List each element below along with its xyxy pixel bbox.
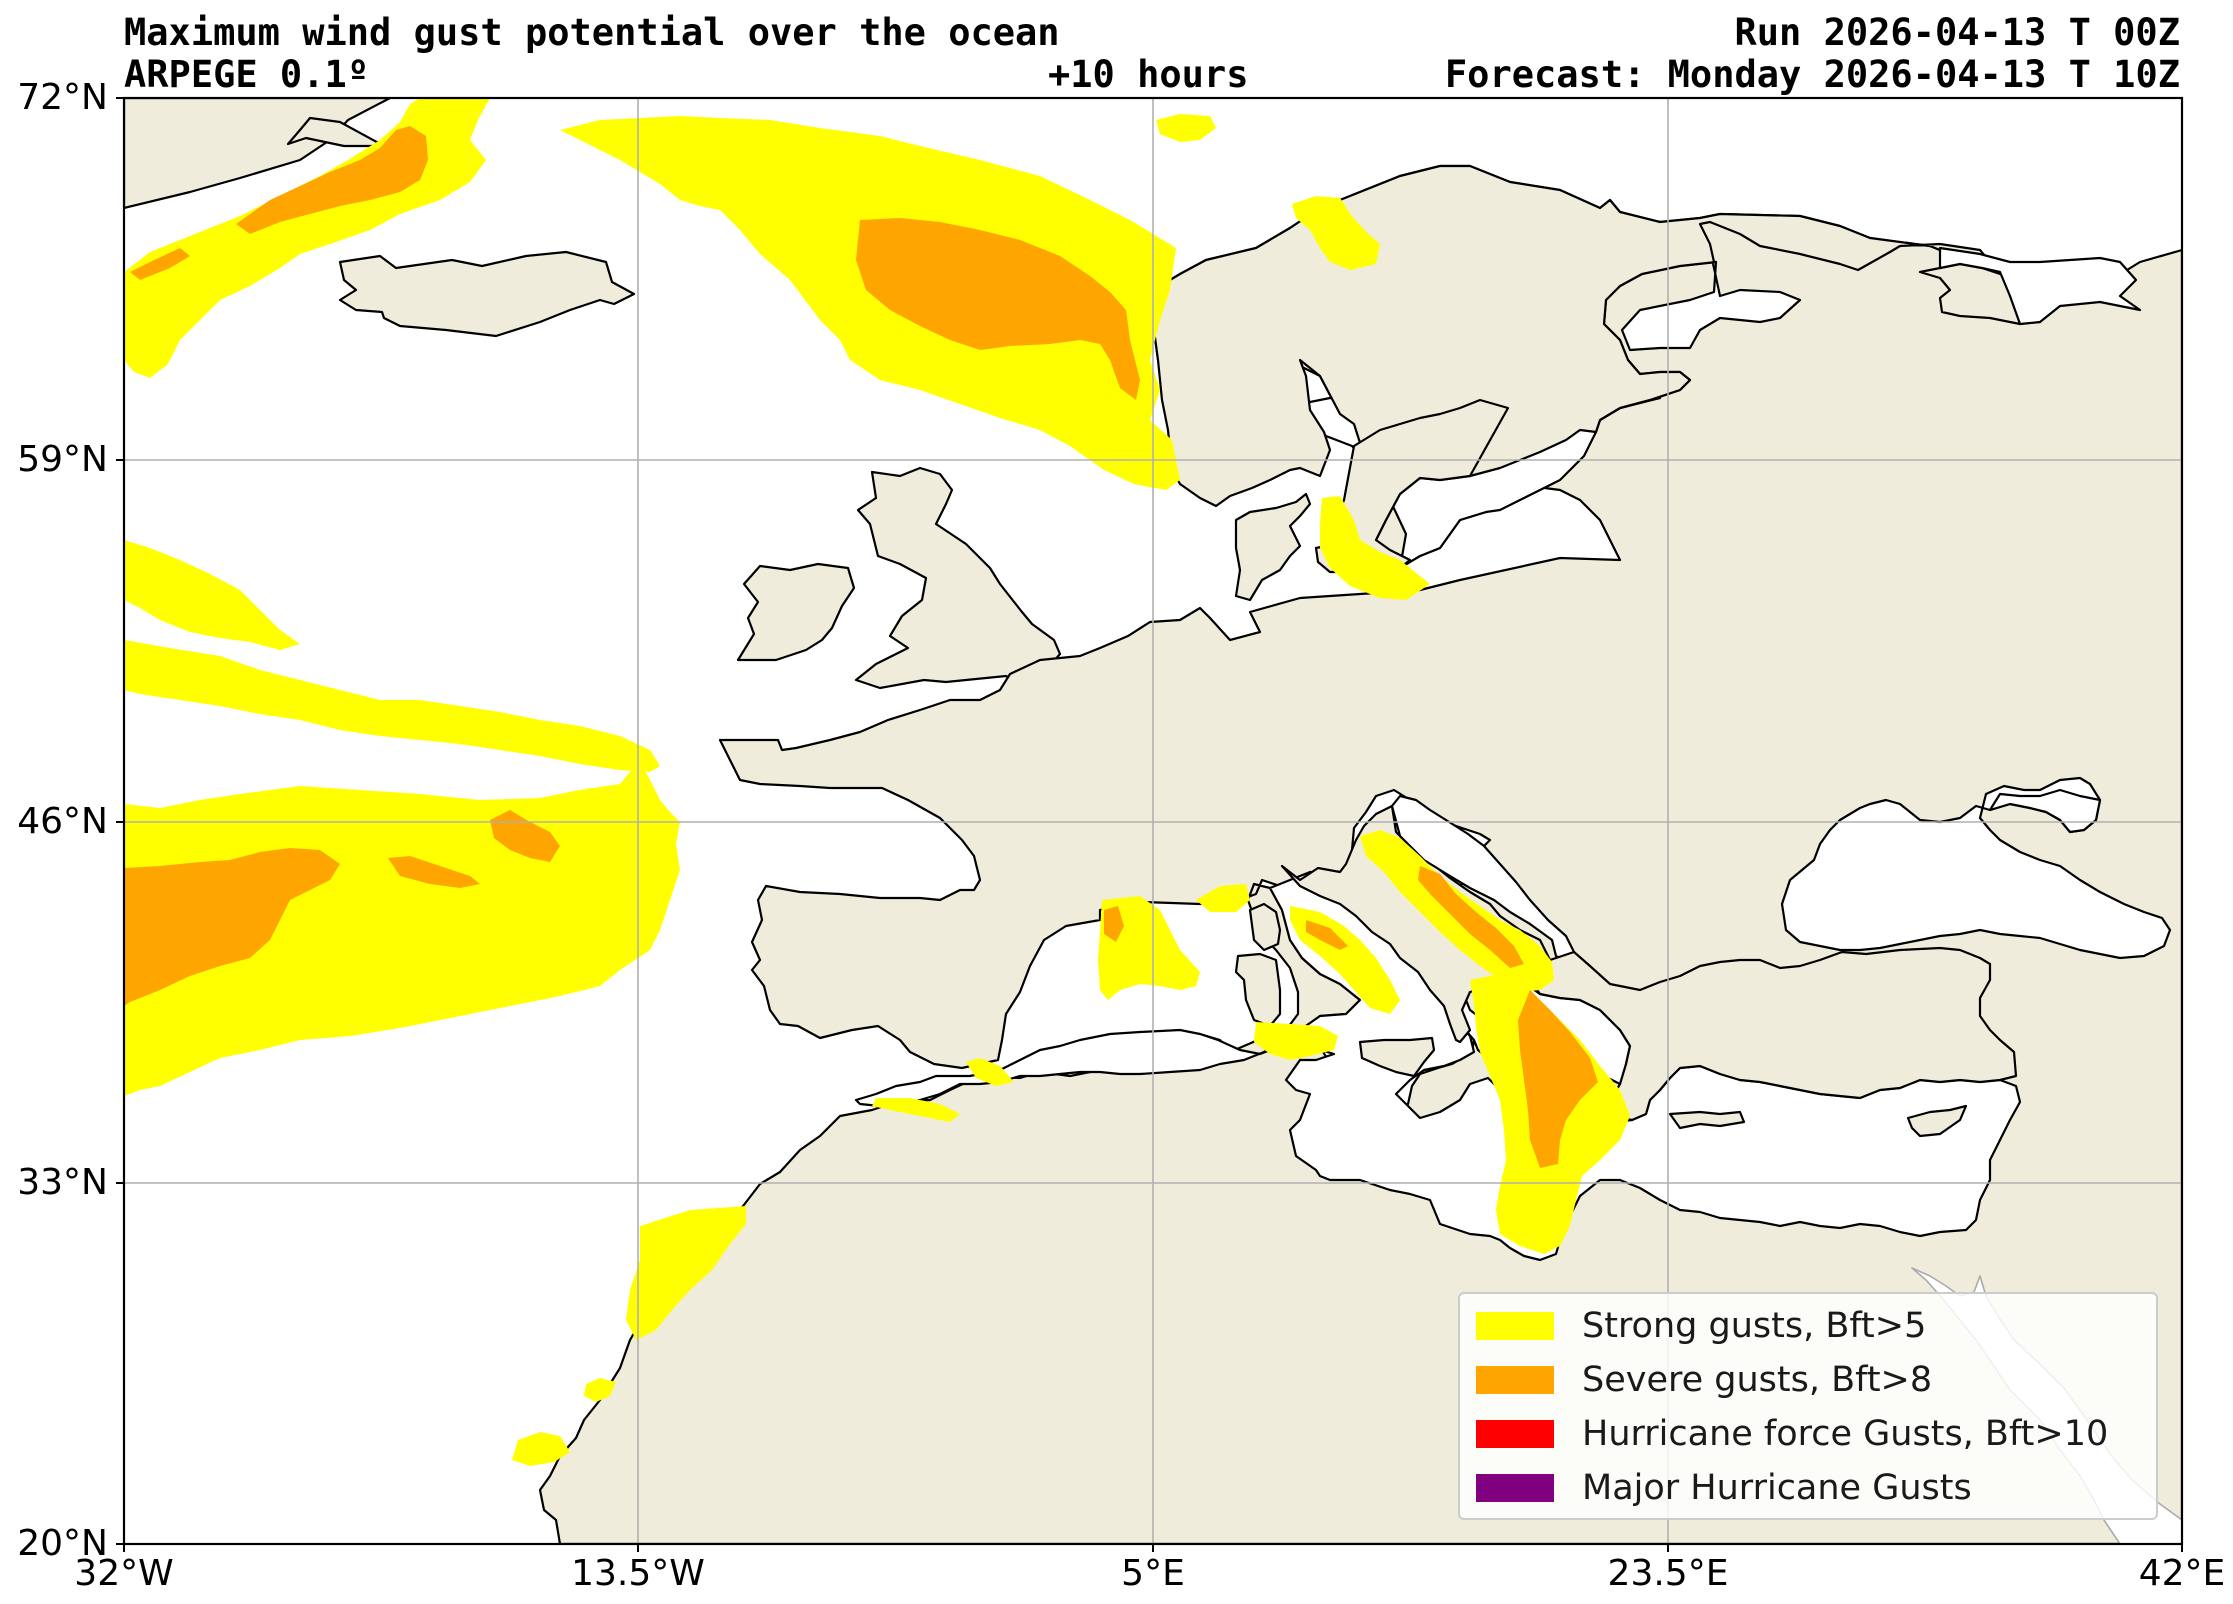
lon-tick-label: 32°W bbox=[74, 1553, 174, 1594]
white-sea bbox=[1938, 246, 2142, 326]
legend-swatch bbox=[1476, 1420, 1554, 1448]
lon-tick-label: 42°E bbox=[2138, 1553, 2226, 1594]
lat-tick-label: 59°N bbox=[17, 439, 108, 480]
ireland-landmass bbox=[736, 562, 856, 662]
legend-swatch bbox=[1476, 1474, 1554, 1502]
legend-label: Major Hurricane Gusts bbox=[1582, 1468, 1972, 1508]
lon-tick-label: 13.5°W bbox=[571, 1553, 705, 1594]
lat-tick-label: 33°N bbox=[17, 1162, 108, 1203]
strong-gust-atlantic-upper bbox=[124, 540, 300, 650]
sicily-landmass bbox=[1358, 1036, 1436, 1078]
strong-gust-skagerrak bbox=[1320, 496, 1430, 600]
model-label: ARPEGE 0.1º bbox=[124, 53, 370, 96]
crete-landmass bbox=[1668, 1110, 1746, 1130]
lead-time-label: +10 hours bbox=[1048, 53, 1249, 96]
legend-label: Hurricane force Gusts, Bft>10 bbox=[1582, 1414, 2109, 1454]
map-title: Maximum wind gust potential over the oce… bbox=[124, 11, 1060, 54]
strong-gust-canary-2 bbox=[512, 1432, 570, 1466]
strong-gust-west-africa bbox=[626, 1206, 746, 1340]
legend-item-hurricane: Hurricane force Gusts, Bft>10 bbox=[1476, 1414, 2109, 1454]
lon-tick-label: 23.5°E bbox=[1607, 1553, 1729, 1594]
strong-gust-balearic bbox=[1098, 896, 1200, 1000]
run-label: Run 2026-04-13 T 00Z bbox=[1734, 11, 2180, 54]
strong-gust-tunisia-coast bbox=[966, 1058, 1014, 1086]
map-legend: Strong gusts, Bft>5 Severe gusts, Bft>8 … bbox=[1458, 1292, 2158, 1520]
severe-gust-ionian bbox=[1518, 990, 1598, 1168]
strong-gust-atlantic-streak bbox=[124, 640, 660, 772]
denmark-landmass bbox=[1234, 492, 1312, 602]
adriatic-sea bbox=[1390, 794, 1576, 964]
severe-gust-norwegian-sea bbox=[856, 218, 1140, 400]
severe-gust-tyrrhenian bbox=[1306, 920, 1348, 950]
iceland-landmass bbox=[338, 250, 636, 338]
severe-gust-mid-atlantic-2 bbox=[490, 810, 560, 862]
strong-gust-canary-1 bbox=[584, 1378, 616, 1402]
legend-label: Severe gusts, Bft>8 bbox=[1582, 1360, 1933, 1400]
greenland-islet bbox=[286, 116, 386, 148]
strong-gust-ligurian bbox=[1196, 884, 1250, 912]
strong-gust-algeria-coast bbox=[872, 1098, 960, 1122]
severe-gust-gulf-of-lion bbox=[1104, 906, 1124, 942]
cyprus-landmass bbox=[1906, 1104, 1968, 1138]
legend-item-major: Major Hurricane Gusts bbox=[1476, 1468, 1972, 1508]
lon-tick-label: 5°E bbox=[1121, 1553, 1185, 1594]
lat-tick-label: 46°N bbox=[17, 801, 108, 842]
severe-gust-mid-atlantic bbox=[388, 856, 480, 888]
lat-tick-label: 20°N bbox=[17, 1523, 108, 1564]
severe-gust-adriatic bbox=[1418, 866, 1524, 968]
legend-swatch bbox=[1476, 1312, 1554, 1340]
severe-gust-atlantic-core bbox=[124, 848, 340, 1006]
forecast-label: Forecast: Monday 2026-04-13 T 10Z bbox=[1444, 53, 2180, 96]
lat-tick-label: 72°N bbox=[17, 77, 108, 118]
legend-item-severe: Severe gusts, Bft>8 bbox=[1476, 1360, 1933, 1400]
severe-gust-iceland-patch bbox=[130, 248, 190, 280]
legend-item-strong: Strong gusts, Bft>5 bbox=[1476, 1306, 1927, 1346]
strong-gust-faroe-patch bbox=[1156, 114, 1216, 142]
severe-gust-greenland-strait bbox=[236, 126, 428, 234]
strong-gust-norwegian-sea bbox=[560, 116, 1180, 490]
corsica-landmass bbox=[1248, 902, 1282, 952]
strong-gust-south-sardinia bbox=[1254, 1022, 1338, 1060]
axis-ticks bbox=[116, 97, 2183, 1552]
legend-label: Strong gusts, Bft>5 bbox=[1582, 1306, 1927, 1346]
legend-swatch bbox=[1476, 1366, 1554, 1394]
strong-gust-north-norway bbox=[1292, 196, 1380, 270]
severe-gust-areas bbox=[124, 126, 1598, 1168]
great-britain-landmass bbox=[854, 466, 1062, 690]
